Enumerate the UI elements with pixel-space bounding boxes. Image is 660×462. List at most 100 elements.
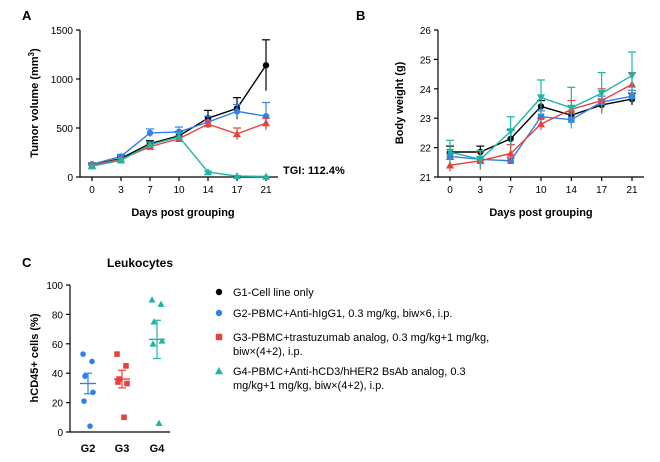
panel-a-data-point-g4 <box>233 172 241 180</box>
panel-a-data-point-g2 <box>175 128 183 136</box>
panel-c-data-point-g2 <box>80 351 86 357</box>
panel-a-x-tick-label: 21 <box>260 185 272 196</box>
panel-b-x-tick-label: 17 <box>596 185 608 196</box>
panel-b-data-point-g2 <box>537 113 545 120</box>
panel-c-data-point-g2 <box>82 373 88 379</box>
panel-a-x-axis-label: Days post grouping <box>131 207 234 219</box>
panel-b-y-tick-label: 23 <box>420 114 432 125</box>
panel-c-data-point-g2 <box>81 398 87 404</box>
panel-a-data-point-g4 <box>175 132 183 141</box>
panel-a-data-point-g4 <box>204 168 212 176</box>
panel-b-data-point-g4 <box>567 104 576 112</box>
panel-b-data-point-g4 <box>628 72 636 80</box>
panel-b-x-tick-label: 14 <box>566 185 578 196</box>
panel-c-data-point-g3 <box>115 379 121 385</box>
panel-b-data-point-g3 <box>537 120 545 128</box>
legend-marker-g3 <box>215 333 223 341</box>
panel-label-c: C <box>22 255 32 270</box>
legend-label-g3: G3-PBMC+trastuzumab analog, 0.3 mg/kg+1 … <box>233 332 489 344</box>
panel-c-data-point-g3 <box>123 363 129 369</box>
panel-b-data-point-g3 <box>506 149 515 157</box>
panel-c-data-point-g2 <box>89 358 95 365</box>
panel-b-data-point-g4 <box>506 128 515 136</box>
panel-b-y-tick-label: 21 <box>420 173 432 184</box>
panel-a-x-tick-label: 17 <box>231 185 243 196</box>
panel-b-x-tick-label: 21 <box>626 185 638 196</box>
panel-a-y-tick-label: 1500 <box>51 26 74 37</box>
legend-marker-g2 <box>215 309 223 317</box>
panel-c-category-label: G2 <box>81 443 96 455</box>
panel-b-data-point-g4 <box>537 94 545 102</box>
panel-c-data-point-g4 <box>155 419 163 426</box>
legend-marker-g4 <box>215 367 223 375</box>
panel-a-data-point-g3 <box>204 120 212 128</box>
legend-marker-g1 <box>215 288 223 296</box>
panel-label-b: B <box>356 8 365 23</box>
panel-c-y-tick-label: 80 <box>52 310 64 321</box>
panel-c-data-point-g4 <box>158 337 166 344</box>
legend: G1-Cell line only G2-PBMC+Anti-hIgG1, 0.3… <box>215 287 489 392</box>
panel-c-data-point-g2 <box>87 423 93 429</box>
panel-a-y-tick-label: 1000 <box>51 75 74 86</box>
panel-a-data-point-g3 <box>233 129 241 138</box>
panel-c-y-tick-label: 40 <box>52 369 64 380</box>
panel-a-data-point-g3 <box>262 119 270 127</box>
panel-c-y-tick-label: 0 <box>57 428 63 439</box>
panel-b-y-tick-label: 22 <box>420 144 432 155</box>
panel-c-title: Leukocytes <box>107 256 173 270</box>
panel-c-y-tick-label: 100 <box>46 281 63 292</box>
panel-a-data-point-g4 <box>146 140 154 148</box>
panel-b-data-point-g4 <box>597 90 606 98</box>
panel-c-data-point-g4 <box>150 318 158 325</box>
panel-a-data-point-g4 <box>88 162 96 170</box>
panel-b-data-point-g4 <box>476 156 485 164</box>
panel-c-data-point-g3 <box>121 414 127 421</box>
panel-a-y-tick-label: 500 <box>56 124 73 135</box>
panel-b-x-tick-label: 0 <box>447 185 453 196</box>
panel-c-y-tick-label: 20 <box>52 399 64 410</box>
panel-a-x-tick-label: 7 <box>147 185 153 196</box>
panel-c-leukocytes-chart: Leukocytes hCD45+ cells (%) 0 20 40 60 80 100… <box>29 256 173 455</box>
legend-label-g4: G4-PBMC+Anti-hCD3/hHER2 BsAb analog, 0.3 <box>233 366 466 378</box>
panel-b-y-tick-label: 25 <box>420 55 432 66</box>
panel-a-y-axis-label: Tumor volume (mm3) <box>27 48 42 158</box>
panel-c-data-point-g3 <box>114 351 120 357</box>
panel-a-x-tick-label: 10 <box>173 185 185 196</box>
panel-a-data-point-g4 <box>117 156 125 164</box>
legend-label-g4: mg/kg+1 mg/kg, biw×(4+2), i.p. <box>233 380 384 392</box>
panel-a-x-tick-label: 14 <box>202 185 214 196</box>
panel-c-y-axis-label: hCD45+ cells (%) <box>29 313 41 402</box>
panel-b-body-weight-chart: Body weight (g) Days post grouping 21 22 2… <box>394 26 644 219</box>
panel-c-category-label: G3 <box>115 443 130 455</box>
panel-b-y-axis-label: Body weight (g) <box>394 61 406 144</box>
panel-a-data-point-g1 <box>262 62 270 69</box>
legend-label-g2: G2-PBMC+Anti-hIgG1, 0.3 mg/kg, biw×6, i.… <box>233 308 452 320</box>
panel-a-data-point-g2 <box>146 129 154 137</box>
panel-a-data-point-g4 <box>262 172 270 180</box>
panel-b-x-axis-label: Days post grouping <box>489 207 592 219</box>
panel-a-y-tick-label: 0 <box>67 173 73 184</box>
panel-b-data-point-g3 <box>446 161 454 169</box>
panel-c-y-tick-label: 60 <box>52 340 64 351</box>
panel-c-data-point-g4 <box>148 296 156 303</box>
panel-a-tgi-annotation: TGI: 112.4% <box>283 165 345 177</box>
panel-b-x-tick-label: 7 <box>508 185 514 196</box>
panel-b-data-point-g4 <box>446 148 454 157</box>
panel-a-series-line-g1 <box>91 64 267 166</box>
panel-b-x-tick-label: 10 <box>535 185 547 196</box>
panel-c-category-label: G4 <box>150 443 166 455</box>
panel-label-a: A <box>22 8 32 23</box>
panel-b-y-tick-label: 24 <box>420 85 432 96</box>
panel-a-tumor-volume-chart: Tumor volume (mm3) Days post grouping TG… <box>27 26 345 219</box>
panel-a-data-point-g2 <box>233 108 241 115</box>
panel-b-y-tick-label: 26 <box>420 26 432 37</box>
panel-b-x-tick-label: 3 <box>478 185 484 196</box>
panel-c-data-point-g4 <box>149 340 157 347</box>
legend-label-g1: G1-Cell line only <box>233 287 314 299</box>
panel-c-data-point-g4 <box>157 300 165 307</box>
panel-a-x-tick-label: 3 <box>118 185 124 196</box>
legend-label-g3: biw×(4+2), i.p. <box>233 346 303 358</box>
panel-a-x-tick-label: 0 <box>89 185 95 196</box>
panel-c-data-point-g3 <box>124 380 130 387</box>
